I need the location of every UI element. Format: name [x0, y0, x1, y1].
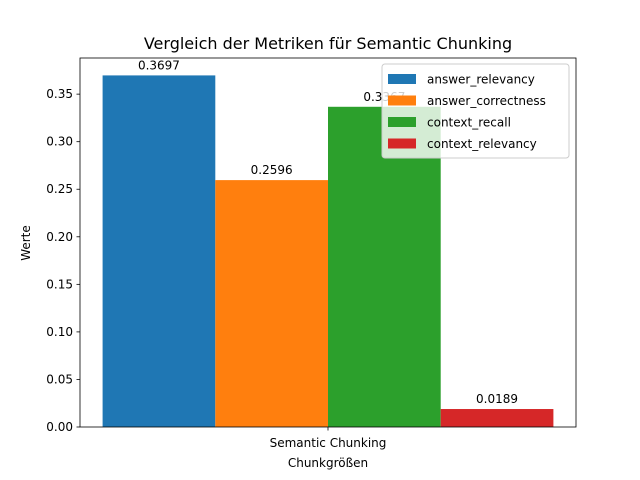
- x-axis-label: Chunkgrößen: [288, 456, 368, 470]
- bar-context-relevancy: [440, 409, 554, 427]
- data-label-context-relevancy: 0.0189: [476, 392, 518, 406]
- x-tick-label: Semantic Chunking: [270, 436, 387, 450]
- y-axis-label: Werte: [19, 225, 33, 261]
- legend-swatch: [388, 138, 416, 149]
- data-label-answer-relevancy: 0.3697: [138, 58, 180, 72]
- legend-swatch: [388, 95, 416, 106]
- legend-label: answer_correctness: [427, 94, 546, 108]
- y-tick-label: 0.25: [46, 182, 73, 196]
- y-tick-label: 0.20: [46, 230, 73, 244]
- y-tick-label: 0.30: [46, 135, 73, 149]
- legend-label: context_recall: [427, 116, 511, 130]
- bar-answer-relevancy: [102, 75, 216, 427]
- y-tick-label: 0.35: [46, 87, 73, 101]
- y-tick-label: 0.15: [46, 277, 73, 291]
- legend-swatch: [388, 74, 416, 84]
- legend-label: answer_relevancy: [427, 73, 535, 87]
- plot-area: 0.00 0.05 0.10 0.15 0.20 0.25 0.30 0.35 Semantic…: [46, 57, 577, 450]
- y-tick-label: 0.05: [46, 372, 73, 386]
- bar-context-recall: [328, 106, 441, 427]
- legend-box: [381, 63, 570, 159]
- legend-swatch: [388, 117, 416, 127]
- chart-title: Vergleich der Metriken für Semantic Chun…: [144, 34, 512, 53]
- y-tick-label: 0.10: [46, 325, 73, 339]
- data-label-answer-correctness: 0.2596: [251, 163, 293, 177]
- bar-answer-correctness: [215, 180, 328, 427]
- legend-label: context_relevancy: [427, 137, 537, 151]
- y-tick-label: 0.00: [46, 420, 73, 434]
